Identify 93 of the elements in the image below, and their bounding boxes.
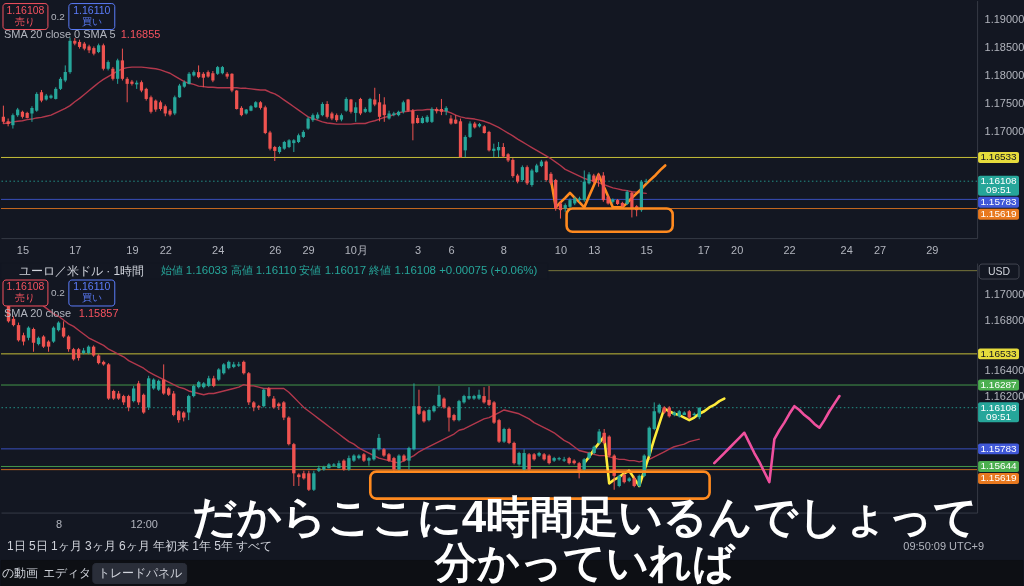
ref-line-label: 1.15783 [980, 196, 1018, 208]
annotation: 1.16108 [6, 281, 45, 293]
ref-line-label: 1.16533 [980, 347, 1018, 359]
chart-title: ユーロ／米ドル · 1時間 [18, 264, 145, 279]
annotation: 1.16108 [6, 4, 45, 16]
y-tick-label: 1.17500 [984, 96, 1024, 109]
candlestick [173, 95, 177, 116]
y-tick-label: 1.16800 [984, 313, 1024, 326]
x-tick-label: 17 [697, 243, 710, 256]
candlestick [463, 134, 467, 158]
x-tick-label: 22 [783, 243, 796, 256]
ref-line-label: 1.15619 [980, 208, 1018, 220]
candlestick [354, 101, 358, 123]
x-tick-label: 17 [69, 243, 82, 256]
ref-line-label: 1.15644 [980, 460, 1018, 472]
x-tick-label: 6 [448, 243, 455, 256]
candlestick [630, 191, 634, 218]
candlestick [235, 89, 239, 111]
x-tick-label: 3 [415, 243, 422, 256]
x-tick-label: 29 [302, 243, 315, 256]
candlestick [525, 164, 529, 186]
x-tick-label: 15 [640, 243, 653, 256]
x-tick-label: 10月 [344, 243, 368, 256]
candlestick [49, 93, 53, 100]
y-tick-label: 1.18000 [984, 68, 1024, 81]
candlestick [230, 72, 234, 93]
text: エディタ [42, 566, 91, 581]
ref-line-label: 1.16287 [980, 379, 1018, 391]
candlestick [116, 58, 120, 85]
x-tick-label: 19 [126, 243, 139, 256]
annotation: SMA 20 close 0 SMA 5 [3, 28, 116, 41]
annotation: 1.15857 [78, 306, 119, 319]
x-tick-label: 24 [840, 243, 853, 256]
annotation: 始値 1.16033 高値 1.16110 安値 1.16017 終値 1.16108 +0.00075 (+0.06%) [160, 264, 538, 277]
candlestick [377, 93, 382, 122]
annotation: 買い [81, 16, 102, 28]
text: USD [987, 265, 1011, 277]
candlestick [612, 453, 616, 491]
x-tick-label: 22 [159, 243, 172, 256]
candlestick [120, 48, 125, 81]
candlestick [562, 456, 566, 463]
y-tick-label: 1.16200 [984, 389, 1024, 402]
ref-line-label: 1.16108 [980, 175, 1018, 187]
annotation: 1.16855 [120, 28, 161, 41]
text: の動画 [2, 566, 38, 581]
candlestick [141, 393, 146, 415]
y-tick-label: 1.19000 [984, 13, 1024, 26]
x-tick-label: 10 [554, 243, 568, 256]
ref-line-label: 1.15619 [980, 472, 1018, 484]
y-tick-label: 1.17000 [984, 124, 1024, 137]
x-tick-label: 27 [873, 243, 887, 256]
candlestick [512, 441, 516, 465]
candlestick [511, 157, 515, 179]
x-tick-label: 13 [588, 243, 601, 256]
x-tick-label: 29 [926, 243, 939, 256]
text: 09:50:09 UTC+9 [903, 539, 985, 552]
x-tick-label: 12:00 [130, 518, 158, 531]
x-tick-label: 26 [269, 243, 282, 256]
y-tick-label: 1.18500 [984, 41, 1024, 54]
ref-line-label: 1.16533 [980, 151, 1018, 163]
candlestick [101, 43, 105, 71]
annotation: 売り [15, 16, 36, 28]
ref-line-label: 1.15783 [980, 442, 1018, 454]
candlestick [187, 394, 191, 421]
annotation: 0.2 [50, 287, 66, 298]
x-tick-label: 20 [731, 243, 744, 256]
annotation: 1.16110 [73, 4, 111, 16]
text: 分かっていれば [433, 539, 736, 586]
annotation: 買い [81, 292, 102, 304]
x-tick-label: 8 [500, 243, 507, 256]
text: トレードパネル [97, 566, 182, 581]
annotation: だからここに4時間足いるんでしょって [191, 491, 979, 541]
candlestick [312, 470, 316, 492]
x-tick-label: 24 [212, 243, 225, 256]
candlestick [373, 87, 377, 107]
candlestick [487, 130, 491, 152]
ref-line-label: 1.16108 [980, 401, 1018, 413]
line-series [713, 394, 841, 484]
candlestick [411, 108, 415, 141]
text: 1日 5日 1ヶ月 3ヶ月 6ヶ月 年初来 1年 5年 すべて [6, 539, 273, 554]
x-tick-label: 15 [16, 243, 30, 256]
candlestick [449, 114, 453, 126]
annotation: 1.16110 [73, 281, 111, 293]
annotation: 売り [15, 292, 36, 304]
candlestick [130, 79, 134, 87]
text: 09:51 [986, 410, 1012, 422]
text: 09:51 [986, 184, 1012, 196]
annotation: 0.2 [50, 10, 66, 22]
y-tick-label: 1.17000 [984, 288, 1024, 301]
x-tick-label: 8 [56, 518, 63, 531]
y-tick-label: 1.16400 [984, 364, 1024, 377]
candlestick [6, 118, 10, 127]
candlestick [87, 44, 91, 54]
